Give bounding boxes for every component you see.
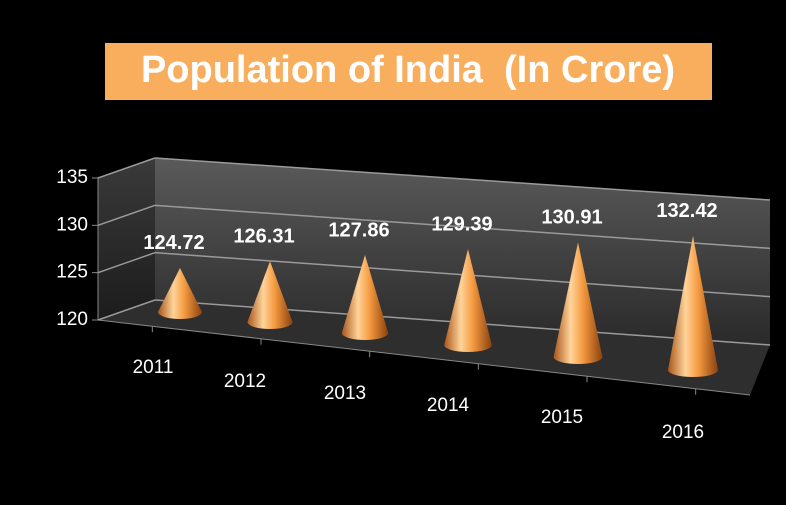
grid-line	[154, 204, 771, 250]
cone	[553, 242, 603, 364]
grid-line	[97, 299, 156, 321]
y-tick-label: 120	[56, 309, 88, 330]
data-label: 126.31	[233, 226, 294, 248]
cone	[668, 235, 718, 377]
y-tick-label: 135	[56, 167, 88, 188]
data-label: 124.72	[143, 232, 204, 254]
side-wall	[98, 158, 155, 320]
back-wall	[155, 158, 770, 345]
x-tick-label: 2015	[541, 407, 583, 428]
x-tick-label: 2014	[427, 395, 470, 416]
data-label: 132.42	[656, 200, 717, 222]
x-tick-label: 2013	[324, 383, 366, 404]
title-box	[105, 43, 712, 100]
y-tick-label: 130	[56, 214, 88, 235]
cone	[444, 249, 492, 353]
cone	[247, 261, 293, 329]
grid-line	[154, 157, 771, 201]
data-label: 129.39	[431, 213, 492, 235]
x-tick-label: 2016	[662, 422, 704, 443]
x-tick-label: 2012	[224, 371, 266, 392]
grid-line	[97, 204, 156, 227]
cone	[341, 255, 389, 340]
x-axis	[97, 319, 751, 396]
grid-line	[97, 251, 156, 274]
y-tick-label: 125	[56, 262, 88, 283]
grid-line	[97, 157, 156, 179]
chart-title: Population of India (In Crore)	[141, 49, 675, 91]
data-label: 130.91	[541, 207, 602, 229]
cone	[158, 267, 202, 319]
x-tick-label: 2011	[133, 357, 174, 378]
data-label: 127.86	[328, 219, 389, 241]
